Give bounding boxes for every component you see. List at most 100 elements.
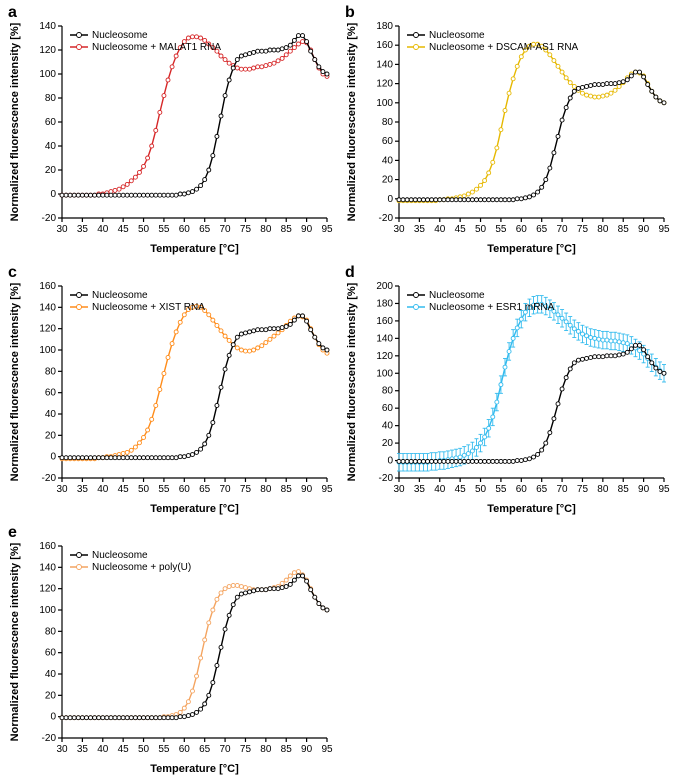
svg-text:30: 30 xyxy=(393,484,405,495)
svg-text:Temperature [°C]: Temperature [°C] xyxy=(487,243,576,255)
svg-text:80: 80 xyxy=(597,224,609,235)
svg-text:30: 30 xyxy=(56,224,68,235)
svg-text:80: 80 xyxy=(260,484,272,495)
svg-text:35: 35 xyxy=(414,224,426,235)
svg-text:55: 55 xyxy=(158,484,170,495)
svg-text:140: 140 xyxy=(39,21,56,32)
svg-text:Normalized fluorescence intens: Normalized fluorescence intensity [%] xyxy=(9,282,21,481)
svg-text:90: 90 xyxy=(301,224,313,235)
svg-text:80: 80 xyxy=(382,117,394,128)
svg-text:90: 90 xyxy=(301,484,313,495)
svg-text:80: 80 xyxy=(260,744,272,755)
svg-text:55: 55 xyxy=(158,224,170,235)
svg-text:45: 45 xyxy=(455,224,467,235)
chart-c: 3035404550556065707580859095-20020406080… xyxy=(0,260,337,520)
svg-text:-20: -20 xyxy=(379,213,394,224)
svg-text:20: 20 xyxy=(45,430,57,441)
svg-text:75: 75 xyxy=(240,224,252,235)
panel-label-d: d xyxy=(345,264,355,282)
svg-text:40: 40 xyxy=(97,224,109,235)
svg-text:30: 30 xyxy=(56,484,68,495)
svg-text:-20: -20 xyxy=(42,473,57,484)
svg-text:160: 160 xyxy=(39,541,56,552)
svg-text:55: 55 xyxy=(158,744,170,755)
svg-text:80: 80 xyxy=(597,484,609,495)
svg-text:20: 20 xyxy=(45,690,57,701)
svg-text:60: 60 xyxy=(45,117,57,128)
svg-text:140: 140 xyxy=(376,333,393,344)
svg-text:65: 65 xyxy=(199,484,211,495)
svg-text:120: 120 xyxy=(376,79,393,90)
svg-text:Nucleosome + poly(U): Nucleosome + poly(U) xyxy=(92,562,191,573)
figure-grid: a 3035404550556065707580859095-200204060… xyxy=(0,0,674,780)
svg-text:75: 75 xyxy=(577,224,589,235)
svg-text:50: 50 xyxy=(475,224,487,235)
svg-text:Nucleosome: Nucleosome xyxy=(429,30,485,41)
svg-text:-20: -20 xyxy=(42,213,57,224)
svg-text:45: 45 xyxy=(118,484,130,495)
svg-text:Normalized fluorescence intens: Normalized fluorescence intensity [%] xyxy=(346,22,358,221)
svg-text:40: 40 xyxy=(45,669,57,680)
svg-text:-20: -20 xyxy=(42,733,57,744)
svg-text:140: 140 xyxy=(39,562,56,573)
svg-text:90: 90 xyxy=(301,744,313,755)
svg-text:20: 20 xyxy=(382,438,394,449)
svg-text:40: 40 xyxy=(97,744,109,755)
svg-text:180: 180 xyxy=(376,21,393,32)
svg-text:50: 50 xyxy=(475,484,487,495)
svg-text:95: 95 xyxy=(658,224,670,235)
svg-text:95: 95 xyxy=(321,224,333,235)
svg-text:95: 95 xyxy=(321,744,333,755)
svg-text:100: 100 xyxy=(376,368,393,379)
chart-a: 3035404550556065707580859095-20020406080… xyxy=(0,0,337,260)
svg-text:50: 50 xyxy=(138,224,150,235)
chart-e: 3035404550556065707580859095-20020406080… xyxy=(0,520,337,780)
panel-d: d 3035404550556065707580859095-200204060… xyxy=(337,260,674,520)
svg-text:Temperature [°C]: Temperature [°C] xyxy=(487,503,576,515)
svg-text:Normalized fluorescence intens: Normalized fluorescence intensity [%] xyxy=(346,282,358,481)
svg-text:40: 40 xyxy=(45,409,57,420)
svg-text:20: 20 xyxy=(382,175,394,186)
svg-text:Nucleosome: Nucleosome xyxy=(92,550,148,561)
svg-text:35: 35 xyxy=(77,224,89,235)
svg-text:60: 60 xyxy=(516,484,528,495)
svg-text:0: 0 xyxy=(50,452,56,463)
svg-text:0: 0 xyxy=(387,194,393,205)
chart-d: 3035404550556065707580859095-20020406080… xyxy=(337,260,674,520)
svg-text:120: 120 xyxy=(39,45,56,56)
svg-text:Nucleosome + DSCAM-AS1 RNA: Nucleosome + DSCAM-AS1 RNA xyxy=(429,42,579,53)
panel-label-e: e xyxy=(8,524,17,542)
svg-text:95: 95 xyxy=(321,484,333,495)
svg-text:75: 75 xyxy=(240,484,252,495)
svg-text:120: 120 xyxy=(39,584,56,595)
panel-label-c: c xyxy=(8,264,17,282)
svg-text:Nucleosome: Nucleosome xyxy=(429,290,485,301)
svg-text:100: 100 xyxy=(39,605,56,616)
svg-text:140: 140 xyxy=(39,302,56,313)
svg-text:Nucleosome + MALAT1 RNA: Nucleosome + MALAT1 RNA xyxy=(92,42,221,53)
svg-text:60: 60 xyxy=(516,224,528,235)
svg-text:45: 45 xyxy=(118,224,130,235)
svg-text:30: 30 xyxy=(393,224,405,235)
svg-text:Normalized fluorescence intens: Normalized fluorescence intensity [%] xyxy=(9,542,21,741)
svg-text:120: 120 xyxy=(39,324,56,335)
svg-text:60: 60 xyxy=(382,136,394,147)
svg-text:95: 95 xyxy=(658,484,670,495)
svg-text:40: 40 xyxy=(97,484,109,495)
svg-text:70: 70 xyxy=(557,224,569,235)
svg-text:85: 85 xyxy=(281,484,293,495)
svg-text:55: 55 xyxy=(495,484,507,495)
svg-text:70: 70 xyxy=(557,484,569,495)
svg-text:120: 120 xyxy=(376,351,393,362)
svg-text:85: 85 xyxy=(281,224,293,235)
svg-text:160: 160 xyxy=(376,40,393,51)
svg-text:40: 40 xyxy=(434,484,446,495)
svg-text:Temperature [°C]: Temperature [°C] xyxy=(150,763,239,775)
svg-text:80: 80 xyxy=(45,93,57,104)
svg-text:-20: -20 xyxy=(379,473,394,484)
svg-text:200: 200 xyxy=(376,281,393,292)
svg-text:30: 30 xyxy=(56,744,68,755)
svg-text:60: 60 xyxy=(45,388,57,399)
svg-text:75: 75 xyxy=(240,744,252,755)
svg-text:100: 100 xyxy=(39,69,56,80)
